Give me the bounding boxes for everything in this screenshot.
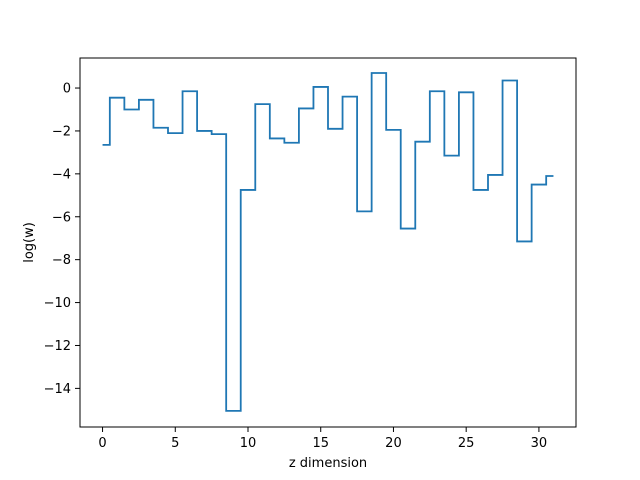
y-tick-label: −6	[52, 210, 71, 225]
axes-frame	[79, 57, 577, 428]
x-tick-label: 20	[385, 436, 402, 451]
y-axis-label: log(w)	[22, 222, 37, 263]
x-tick-label: 30	[531, 436, 548, 451]
x-tick-label: 10	[240, 436, 257, 451]
x-tick-label: 0	[98, 436, 106, 451]
y-tick-label: 0	[63, 82, 71, 97]
plot-marks	[102, 72, 554, 412]
y-tick-label: −14	[44, 382, 71, 397]
x-tick-label: 5	[171, 436, 179, 451]
y-tick-label: −10	[44, 296, 71, 311]
x-axis-ticks: 0 5 10 15 20 25 30	[98, 427, 547, 451]
y-axis-ticks: 0 −2 −4 −6 −8 −10 −12 −14	[44, 82, 80, 397]
y-tick-label: −8	[52, 253, 71, 268]
y-tick-label: −4	[52, 167, 71, 182]
x-axis-label: z dimension	[289, 456, 367, 471]
y-tick-label: −12	[44, 339, 71, 354]
y-tick-label: −2	[52, 124, 71, 139]
x-tick-label: 15	[312, 436, 329, 451]
x-tick-label: 25	[458, 436, 475, 451]
series-line-0	[102, 72, 554, 412]
